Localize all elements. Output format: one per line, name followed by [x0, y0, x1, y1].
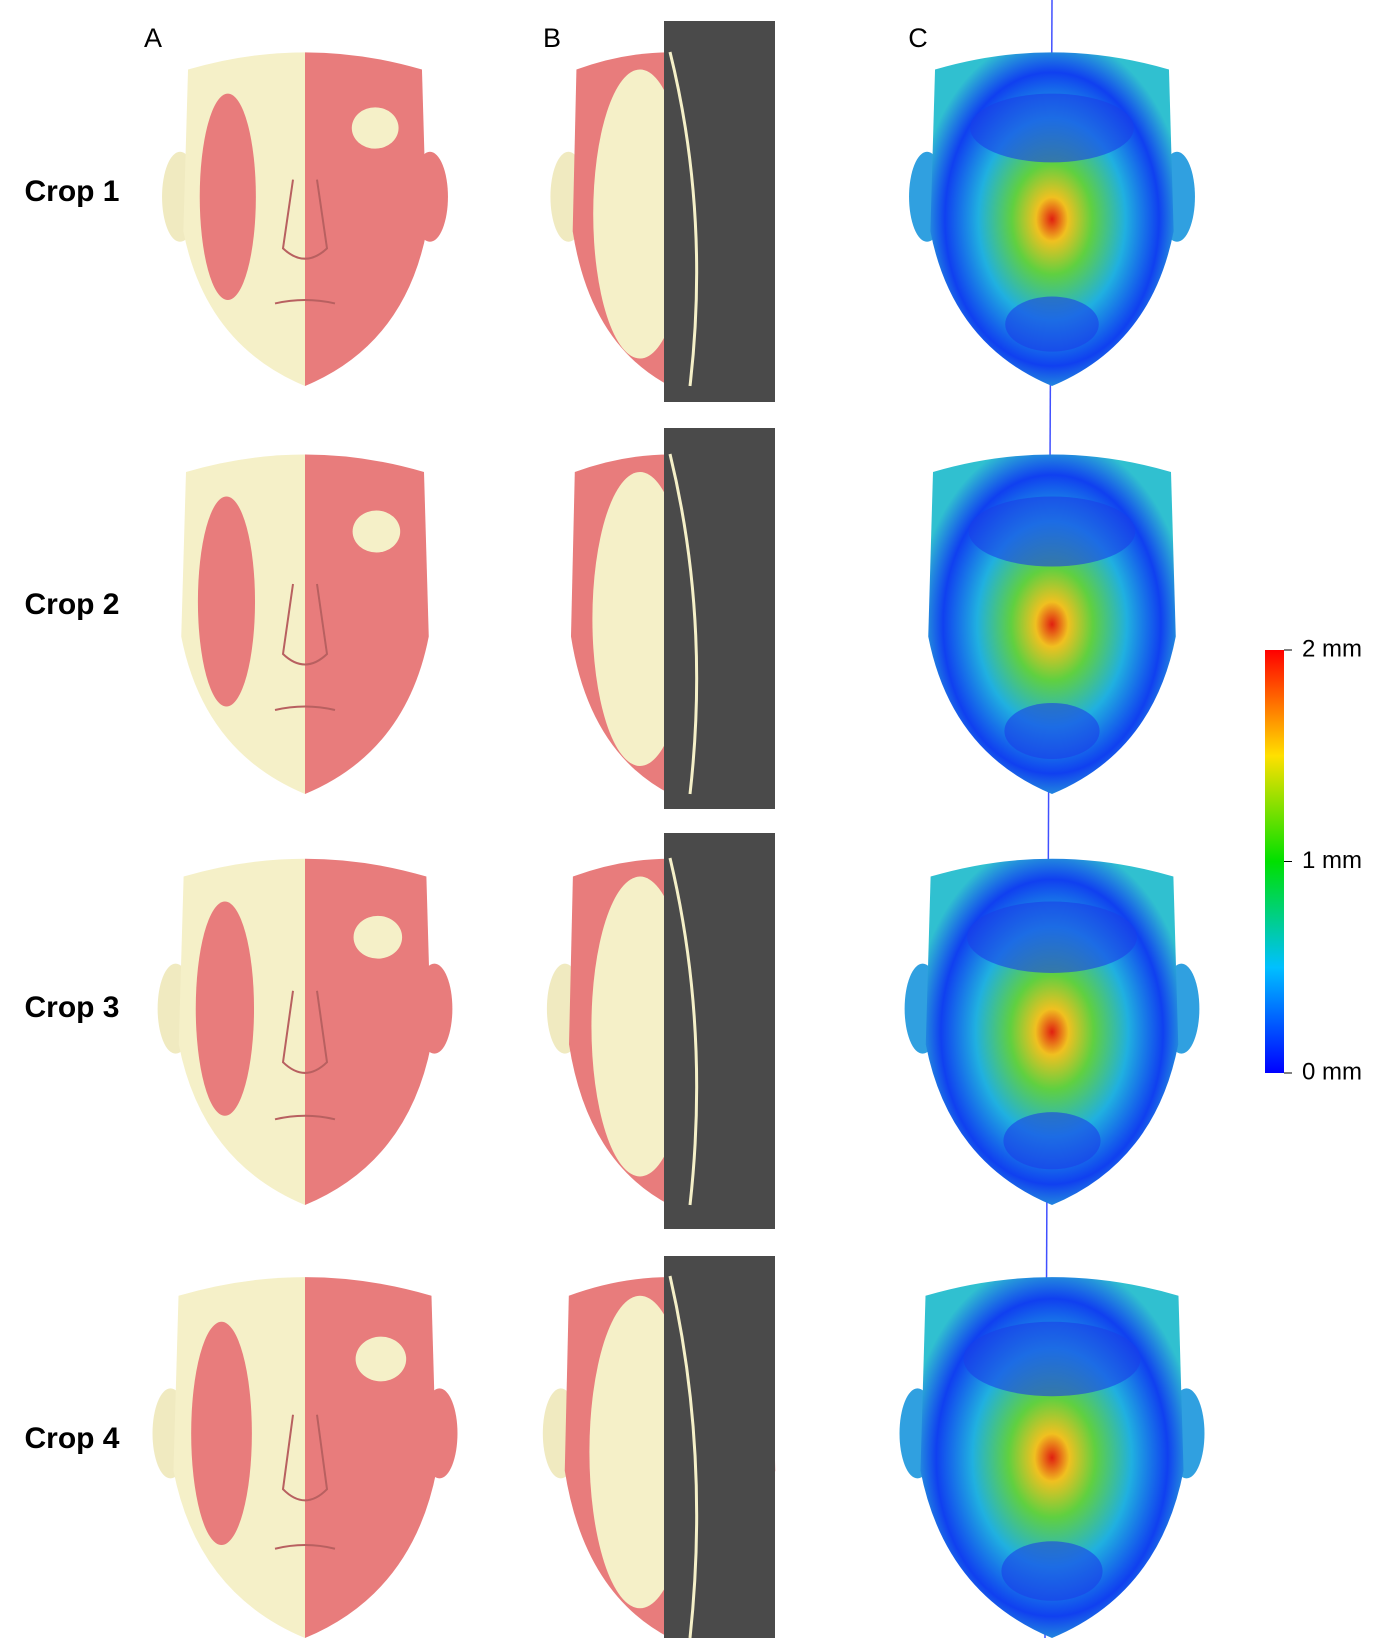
colorbar-label: 0 mm: [1302, 1058, 1362, 1085]
column-label: A: [144, 23, 162, 53]
mirror-plane: [664, 21, 775, 402]
patch: [354, 916, 403, 959]
patch: [191, 1322, 252, 1545]
face-a: [52, 1266, 558, 1638]
row-label: Crop 3: [24, 991, 119, 1024]
column-label: C: [908, 23, 928, 53]
blue-region: [1004, 703, 1099, 759]
half: [305, 1266, 558, 1638]
patch: [353, 511, 401, 553]
colorbar-label: 1 mm: [1302, 847, 1362, 874]
mirror-plane: [664, 1256, 775, 1638]
colorbar-label: 2 mm: [1302, 635, 1362, 662]
half: [305, 848, 548, 1205]
half: [305, 42, 539, 386]
face-b: [412, 444, 888, 794]
blue-region: [970, 94, 1134, 163]
mirror-plane: [664, 428, 775, 809]
blue-region: [967, 902, 1137, 973]
half: [71, 42, 305, 386]
face-a: [62, 848, 548, 1205]
face-a: [71, 42, 539, 386]
row-label: Crop 4: [24, 1422, 119, 1455]
face-b: [416, 42, 884, 386]
page: ABCCrop 1Crop 2Crop 3Crop 42 mm1 mm0 mm …: [0, 0, 1375, 1638]
patch: [200, 94, 256, 300]
row-label: Crop 2: [24, 588, 119, 621]
blue-region: [1005, 297, 1099, 352]
patch: [356, 1337, 407, 1382]
blue-region: [1003, 1112, 1100, 1169]
blue-region: [963, 1322, 1140, 1396]
patch: [198, 497, 255, 707]
blue-region: [969, 497, 1136, 567]
figure: A B C Crop 1 Crop 2 Crop 3 Crop 4 2 mm 1 mm 0 mm: [0, 0, 1375, 1638]
half: [305, 444, 543, 794]
mirror-plane: [664, 833, 775, 1229]
half: [62, 848, 305, 1205]
blue-region: [1001, 1541, 1102, 1601]
colorbar: [1265, 650, 1284, 1073]
column-label: B: [543, 23, 561, 53]
row-label: Crop 1: [24, 175, 119, 208]
face-b: [407, 848, 893, 1205]
face-a: [67, 444, 543, 794]
patch: [196, 902, 254, 1116]
face-b: [397, 1266, 903, 1638]
patch: [352, 107, 399, 148]
